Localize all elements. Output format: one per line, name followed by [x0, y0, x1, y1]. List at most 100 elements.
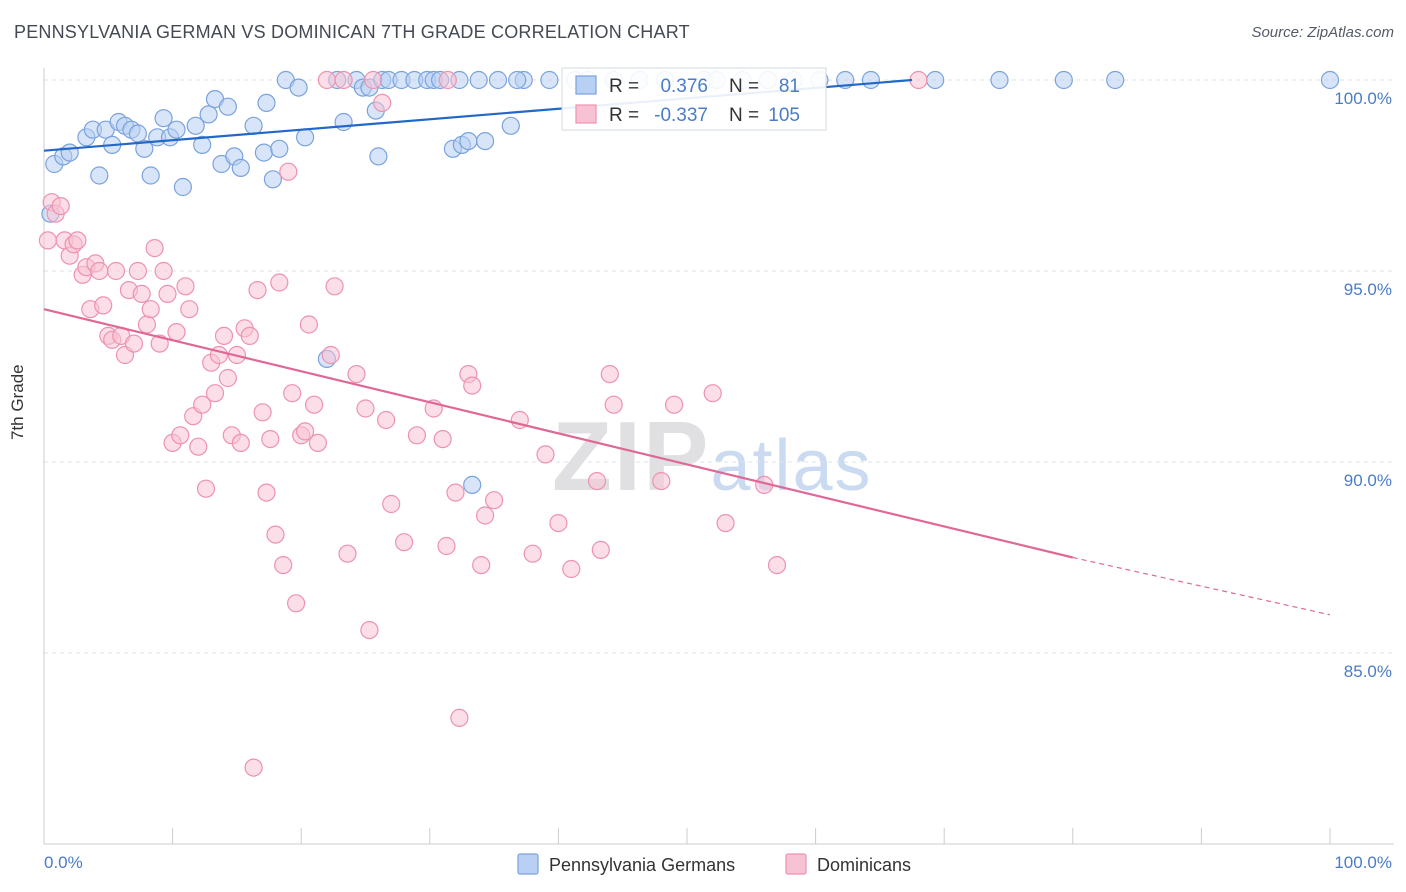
data-point [186, 116, 205, 135]
trend-line-extension [1072, 556, 1331, 616]
data-point [193, 135, 212, 154]
data-point [861, 70, 881, 90]
data-point [360, 620, 379, 640]
data-point [274, 555, 293, 575]
n-value: 81 [779, 76, 800, 97]
data-point [279, 162, 298, 181]
y-tick-label: 95.0% [1344, 280, 1392, 299]
data-point [51, 197, 70, 216]
data-point [199, 105, 218, 124]
data-point [270, 139, 289, 158]
data-point [437, 536, 456, 556]
data-point [562, 559, 581, 579]
data-point [476, 506, 495, 525]
x-tick-label: 100.0% [1334, 853, 1392, 872]
data-point [253, 403, 272, 422]
data-point [218, 97, 237, 116]
data-point [990, 70, 1009, 90]
r-label: R = [609, 105, 639, 126]
data-point [257, 93, 276, 113]
data-point [299, 315, 318, 334]
data-point [287, 594, 306, 613]
data-point [167, 120, 186, 139]
chart-title: PENNSYLVANIA GERMAN VS DOMINICAN 7TH GRA… [14, 22, 690, 42]
data-point [94, 296, 113, 315]
data-point [38, 231, 58, 250]
data-point [909, 70, 928, 90]
stats-legend: R = 0.376 N = 81 R = -0.337 N = 105 [561, 67, 827, 131]
data-point [459, 132, 478, 151]
data-point [463, 376, 482, 395]
data-point [196, 479, 216, 498]
data-point [240, 326, 259, 345]
trend-line [43, 308, 1074, 559]
data-point [124, 334, 144, 353]
data-point [266, 525, 285, 544]
data-point [347, 365, 366, 384]
data-point [68, 231, 87, 250]
data-point [270, 273, 289, 292]
r-value: 0.376 [660, 76, 708, 97]
data-point [137, 315, 156, 334]
data-point [604, 395, 623, 414]
data-point [167, 323, 186, 342]
data-point [231, 158, 250, 177]
y-tick-label: 100.0% [1334, 89, 1392, 108]
data-point [218, 368, 237, 388]
data-point [334, 112, 353, 132]
watermark: ZIPatlas [552, 400, 873, 513]
data-point [587, 472, 607, 491]
data-point [254, 143, 273, 162]
n-label: N = [729, 76, 759, 97]
data-point [296, 422, 315, 441]
data-point [338, 544, 357, 563]
data-point [373, 93, 392, 113]
data-point [325, 277, 344, 296]
data-point [173, 177, 192, 197]
data-point [154, 109, 173, 128]
data-point [446, 483, 465, 502]
data-point [926, 70, 945, 90]
data-point [369, 147, 388, 166]
data-point [141, 166, 160, 185]
data-point [395, 533, 414, 552]
data-point [305, 395, 324, 414]
data-point [591, 540, 610, 560]
data-point [334, 70, 353, 90]
data-point [244, 116, 263, 135]
n-value: 105 [768, 105, 800, 126]
data-point [248, 281, 267, 300]
legend-swatch [785, 853, 807, 875]
legend-swatch [575, 104, 597, 124]
data-point [703, 384, 722, 403]
data-point [450, 708, 469, 728]
data-point [501, 116, 520, 135]
data-point [283, 384, 302, 403]
data-point [1054, 70, 1073, 90]
data-point [1320, 70, 1340, 90]
data-point [317, 70, 336, 90]
bottom-legend: Pennsylvania Germans Dominicans [517, 853, 911, 875]
data-point [141, 300, 160, 319]
legend-swatch [575, 75, 597, 95]
data-point [90, 166, 109, 185]
data-point [145, 239, 164, 258]
data-point [244, 758, 263, 777]
data-point [364, 70, 383, 90]
watermark-atlas: atlas [710, 426, 873, 506]
stats-legend-box [561, 67, 827, 131]
data-point [463, 475, 482, 494]
data-point [171, 426, 190, 445]
data-point [321, 345, 340, 365]
data-point [189, 437, 208, 456]
data-point [600, 365, 619, 384]
data-point [296, 128, 315, 147]
data-point [135, 139, 154, 158]
data-point [485, 491, 504, 510]
data-point [257, 483, 276, 502]
data-point [132, 284, 151, 303]
data-point [1106, 70, 1125, 90]
data-point [176, 277, 195, 296]
data-point [540, 70, 559, 90]
